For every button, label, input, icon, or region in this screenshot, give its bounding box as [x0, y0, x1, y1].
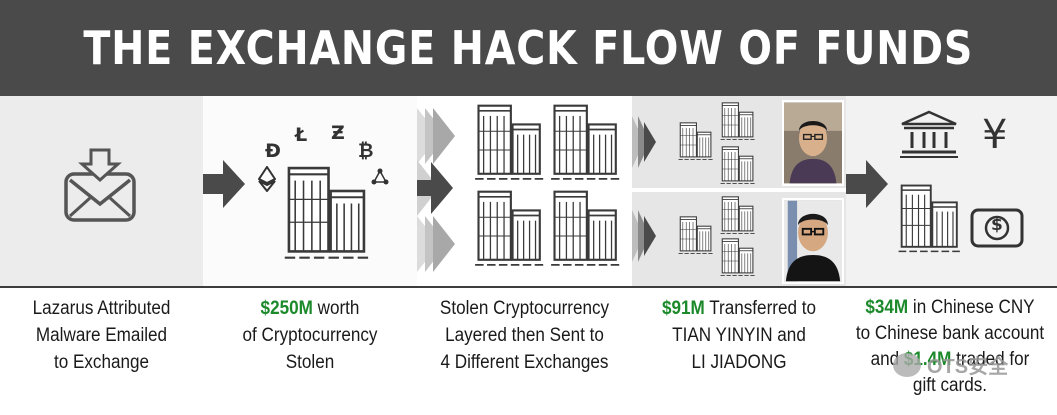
bank-icon	[900, 110, 958, 158]
bank-building-icon-6	[720, 238, 756, 276]
yuan-icon: ¥	[982, 112, 1008, 158]
title-banner: THE EXCHANGE HACK FLOW OF FUNDS	[0, 0, 1057, 96]
dollar-sign: $	[991, 215, 1003, 235]
caption-line: Stolen Cryptocurrency	[439, 298, 610, 319]
caption-text: in Chinese CNY	[908, 297, 1035, 318]
panel-layering	[417, 96, 632, 286]
ethereum-icon	[258, 166, 276, 192]
amount-highlight: $91M	[662, 298, 705, 319]
caption-step-4: $91M Transferred to TIAN YINYIN and LI J…	[643, 295, 836, 376]
flow-panels: Đ Ł Ƶ ₿	[0, 96, 1057, 286]
caption-line: to Exchange	[53, 352, 150, 373]
cash-icon	[970, 208, 1024, 248]
caption-line: Layered then Sent to	[445, 325, 604, 346]
panel-chinese-bank: ¥ $	[846, 96, 1057, 286]
watermark: OTS安全	[893, 350, 1008, 379]
caption-line: 4 Different Exchanges	[440, 352, 609, 373]
ripple-icon	[371, 168, 389, 185]
caption-line: LI JIADONG	[691, 352, 787, 373]
bitcoin-icon: ₿	[358, 140, 374, 162]
separator-line	[0, 286, 1057, 288]
caption-line: of Cryptocurrency	[242, 325, 378, 346]
caption-line: Malware Emailed	[35, 325, 168, 346]
arrow-right-icon-2	[846, 160, 888, 208]
exchange-building-icon-1	[475, 104, 545, 180]
bank-building-icon	[898, 184, 961, 253]
caption-line: Lazarus Attributed	[32, 298, 171, 319]
bank-building-icon-1	[678, 122, 714, 160]
exchange-building-icon-2	[551, 104, 621, 180]
photo-tian-yinyin	[782, 100, 844, 186]
caption-step-5: $34M in Chinese CNY to Chinese bank acco…	[842, 295, 1057, 399]
layered-arrow-icon	[417, 108, 455, 272]
wechat-logo-icon	[893, 352, 921, 377]
caption-line: Stolen	[285, 352, 335, 373]
caption-text: worth	[312, 298, 360, 319]
bank-building-icon-5	[720, 196, 756, 234]
caption-step-1: Lazarus Attributed Malware Emailed to Ex…	[10, 295, 193, 376]
divider	[632, 188, 846, 192]
litecoin-icon: Ł	[295, 124, 308, 146]
caption-text: and	[870, 349, 904, 370]
bank-building-icon-2	[720, 102, 756, 140]
arrow-right-icon	[203, 160, 245, 208]
caption-line: gift cards.	[912, 375, 988, 396]
caption-step-2: $250M worth of Cryptocurrency Stolen	[214, 295, 407, 376]
panel-transfer-individuals	[632, 96, 846, 286]
caption-line: to Chinese bank account	[855, 323, 1045, 344]
caption-text: traded for	[951, 349, 1030, 370]
photo-li-jiadong	[782, 198, 844, 284]
email-download-icon	[64, 148, 136, 222]
amount-highlight: $250M	[260, 298, 313, 319]
bank-building-icon-4	[678, 216, 714, 254]
amount-highlight: $34M	[865, 297, 909, 318]
caption-step-3: Stolen Cryptocurrency Layered then Sent …	[428, 295, 622, 376]
layered-arrow-icon-bottom	[632, 210, 656, 262]
page-title: THE EXCHANGE HACK FLOW OF FUNDS	[83, 21, 974, 75]
bank-building-icon-3	[720, 146, 756, 184]
caption-line: TIAN YINYIN and	[672, 325, 806, 346]
zcash-icon: Ƶ	[331, 122, 345, 144]
layered-arrow-icon-top	[632, 116, 656, 168]
panel-crypto-stolen: Đ Ł Ƶ ₿	[203, 96, 417, 286]
dash-coin-icon: Đ	[265, 140, 281, 162]
watermark-text: OTS安全	[927, 356, 1009, 378]
exchange-building-icon-3	[475, 190, 545, 266]
panel-malware-email	[0, 96, 203, 286]
caption-text: Transferred to	[704, 298, 816, 319]
exchange-building-icon-4	[551, 190, 621, 266]
exchange-building-icon	[283, 166, 370, 259]
